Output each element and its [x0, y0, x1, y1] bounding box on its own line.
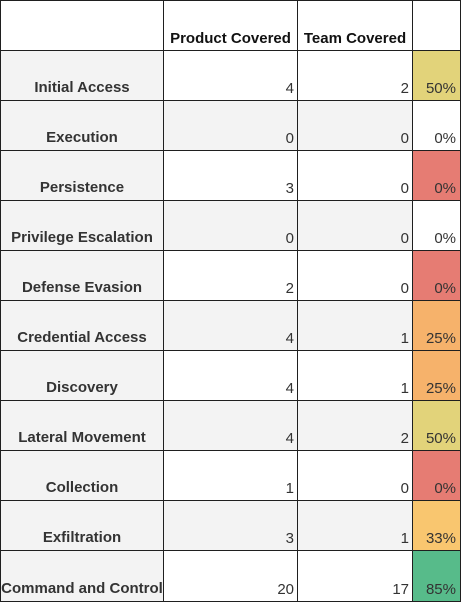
coverage-percent-cell[interactable]: 25% — [412, 350, 461, 401]
coverage-percent-cell[interactable]: 0% — [412, 150, 461, 201]
tactic-label-cell[interactable]: Initial Access — [0, 50, 164, 101]
team-covered-cell[interactable]: 0 — [297, 250, 413, 301]
table-row: Discovery 4 1 25% — [0, 350, 461, 401]
percent-header[interactable] — [412, 0, 461, 51]
product-covered-header[interactable]: Product Covered — [163, 0, 298, 51]
product-covered-cell[interactable]: 3 — [163, 500, 298, 551]
table-row: Privilege Escalation 0 0 0% — [0, 200, 461, 251]
tactic-label-cell[interactable]: Credential Access — [0, 300, 164, 351]
coverage-percent-cell[interactable]: 0% — [412, 450, 461, 501]
coverage-percent-cell[interactable]: 0% — [412, 200, 461, 251]
tactic-label-cell[interactable]: Discovery — [0, 350, 164, 401]
table-row: Collection 1 0 0% — [0, 450, 461, 501]
product-covered-cell[interactable]: 1 — [163, 450, 298, 501]
table-row: Lateral Movement 4 2 50% — [0, 400, 461, 451]
table-row: Defense Evasion 2 0 0% — [0, 250, 461, 301]
table-row: Exfiltration 3 1 33% — [0, 500, 461, 551]
product-covered-cell[interactable]: 4 — [163, 300, 298, 351]
team-covered-cell[interactable]: 0 — [297, 200, 413, 251]
team-covered-cell[interactable]: 2 — [297, 400, 413, 451]
table-row: Credential Access 4 1 25% — [0, 300, 461, 351]
coverage-percent-cell[interactable]: 85% — [412, 550, 461, 602]
table-row: Execution 0 0 0% — [0, 100, 461, 151]
product-covered-cell[interactable]: 0 — [163, 200, 298, 251]
team-covered-cell[interactable]: 0 — [297, 100, 413, 151]
product-covered-cell[interactable]: 3 — [163, 150, 298, 201]
coverage-percent-cell[interactable]: 50% — [412, 400, 461, 451]
team-covered-cell[interactable]: 17 — [297, 550, 413, 602]
coverage-percent-cell[interactable]: 0% — [412, 250, 461, 301]
product-covered-cell[interactable]: 2 — [163, 250, 298, 301]
team-covered-cell[interactable]: 1 — [297, 300, 413, 351]
tactic-label-cell[interactable]: Persistence — [0, 150, 164, 201]
coverage-percent-cell[interactable]: 0% — [412, 100, 461, 151]
product-covered-cell[interactable]: 4 — [163, 400, 298, 451]
table-row: Initial Access 4 2 50% — [0, 50, 461, 101]
tactic-label-cell[interactable]: Defense Evasion — [0, 250, 164, 301]
team-covered-cell[interactable]: 1 — [297, 350, 413, 401]
corner-cell[interactable] — [0, 0, 164, 51]
table-row: Command and Control 20 17 85% — [0, 550, 461, 602]
coverage-percent-cell[interactable]: 25% — [412, 300, 461, 351]
tactic-label-cell[interactable]: Execution — [0, 100, 164, 151]
tactic-label-cell[interactable]: Privilege Escalation — [0, 200, 164, 251]
team-covered-cell[interactable]: 0 — [297, 150, 413, 201]
product-covered-cell[interactable]: 20 — [163, 550, 298, 602]
team-covered-header[interactable]: Team Covered — [297, 0, 413, 51]
table-row: Persistence 3 0 0% — [0, 150, 461, 201]
team-covered-cell[interactable]: 1 — [297, 500, 413, 551]
product-covered-cell[interactable]: 4 — [163, 350, 298, 401]
tactic-label-cell[interactable]: Command and Control — [0, 550, 164, 602]
product-covered-cell[interactable]: 0 — [163, 100, 298, 151]
header-row: Product Covered Team Covered — [0, 0, 461, 51]
coverage-percent-cell[interactable]: 33% — [412, 500, 461, 551]
tactic-label-cell[interactable]: Exfiltration — [0, 500, 164, 551]
tactic-label-cell[interactable]: Collection — [0, 450, 164, 501]
coverage-percent-cell[interactable]: 50% — [412, 50, 461, 101]
team-covered-cell[interactable]: 0 — [297, 450, 413, 501]
tactic-label-cell[interactable]: Lateral Movement — [0, 400, 164, 451]
team-covered-cell[interactable]: 2 — [297, 50, 413, 101]
product-covered-cell[interactable]: 4 — [163, 50, 298, 101]
